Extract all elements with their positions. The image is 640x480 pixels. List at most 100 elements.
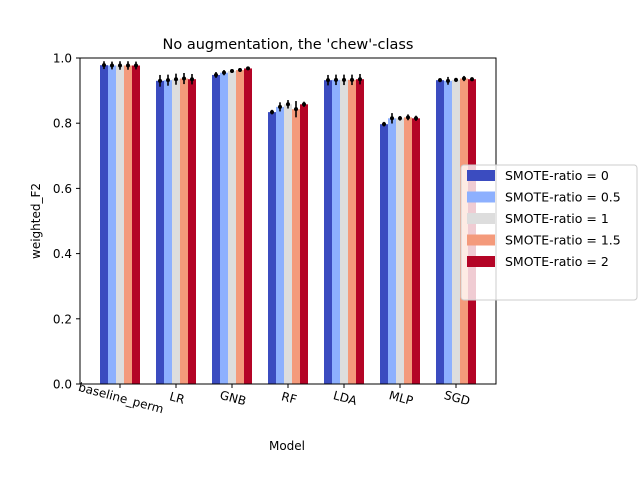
bar-SGD-series-2: [452, 79, 460, 384]
bar-RF-series-1: [276, 106, 284, 385]
bar-RF-series-0: [268, 112, 276, 384]
error-bar-marker-baseline_perm-series-4: [134, 63, 138, 68]
bar-LR-series-1: [164, 80, 172, 384]
x-axis-label: Model: [269, 439, 305, 453]
legend-swatch-series-2: [467, 213, 495, 224]
bar-LDA-series-2: [340, 79, 348, 384]
y-tick-label: 0.8: [53, 117, 72, 131]
error-bar-marker-MLP-series-1: [390, 116, 394, 121]
y-tick-label: 0.2: [53, 312, 72, 326]
error-bar-marker-MLP-series-2: [398, 116, 402, 121]
error-bars-layer: [102, 61, 474, 127]
bar-MLP-series-0: [380, 124, 388, 384]
bar-MLP-series-1: [388, 118, 396, 384]
bar-MLP-series-4: [412, 118, 420, 384]
legend-swatch-series-1: [467, 191, 495, 203]
error-bar-marker-baseline_perm-series-2: [118, 63, 122, 68]
error-bar-marker-MLP-series-0: [382, 122, 386, 127]
error-bar-marker-LDA-series-2: [342, 77, 346, 82]
legend-label-series-2: SMOTE-ratio = 1: [505, 211, 609, 226]
error-bar-marker-baseline_perm-series-1: [110, 63, 114, 68]
bar-RF-series-2: [284, 104, 292, 385]
y-axis-label: weighted_F2: [29, 183, 43, 259]
legend-swatch-series-4: [467, 256, 495, 267]
error-bar-marker-RF-series-0: [270, 110, 274, 115]
bar-LDA-series-4: [356, 79, 364, 384]
legend-label-series-3: SMOTE-ratio = 1.5: [505, 233, 621, 248]
bar-LDA-series-3: [348, 79, 356, 384]
error-bar-marker-MLP-series-4: [414, 116, 418, 121]
bar-GNB-series-2: [228, 71, 236, 384]
x-tick-label: LR: [168, 389, 186, 406]
error-bar-marker-RF-series-1: [278, 104, 282, 109]
bar-RF-series-3: [292, 109, 300, 384]
bar-baseline_perm-series-2: [116, 65, 124, 385]
x-tick-label: baseline_perm: [77, 380, 165, 416]
legend-label-series-4: SMOTE-ratio = 2: [505, 254, 609, 269]
bar-MLP-series-3: [404, 117, 412, 384]
bar-LDA-series-1: [332, 79, 340, 384]
bar-LR-series-2: [172, 79, 180, 384]
legend-label-series-1: SMOTE-ratio = 0.5: [505, 190, 621, 205]
chart-title: No augmentation, the 'chew'-class: [163, 37, 414, 53]
legend-swatch-series-0: [467, 170, 495, 181]
bar-SGD-series-1: [444, 80, 452, 384]
error-bar-marker-LR-series-2: [174, 77, 178, 82]
bar-GNB-series-3: [236, 70, 244, 384]
error-bar-marker-GNB-series-2: [230, 69, 234, 74]
x-tick-label: SGD: [443, 388, 472, 408]
error-bar-marker-MLP-series-3: [406, 115, 410, 120]
y-tick-label: 0.4: [53, 247, 72, 261]
legend-label-series-0: SMOTE-ratio = 0: [505, 168, 609, 183]
x-tick-label: RF: [280, 389, 298, 406]
error-bar-marker-GNB-series-1: [222, 70, 226, 75]
error-bar-marker-RF-series-3: [294, 107, 298, 112]
error-bar-marker-SGD-series-3: [462, 76, 466, 81]
error-bar-marker-RF-series-2: [286, 102, 290, 107]
bar-LR-series-4: [188, 79, 196, 384]
error-bar-marker-GNB-series-0: [214, 72, 218, 77]
error-bar-marker-LR-series-4: [190, 77, 194, 82]
bar-LR-series-3: [180, 78, 188, 385]
bar-LR-series-0: [156, 80, 164, 384]
y-tick-label: 0.6: [53, 182, 72, 196]
legend-box: [460, 164, 638, 301]
error-bar-marker-SGD-series-4: [470, 77, 474, 82]
bar-SGD-series-0: [436, 80, 444, 384]
error-bar-marker-RF-series-4: [302, 102, 306, 107]
error-bar-marker-LR-series-1: [166, 78, 170, 83]
bar-MLP-series-2: [396, 118, 404, 384]
error-bar-marker-GNB-series-3: [238, 68, 242, 73]
error-bar-marker-LR-series-0: [158, 78, 162, 83]
bar-RF-series-4: [300, 104, 308, 385]
error-bar-marker-baseline_perm-series-0: [102, 63, 106, 68]
x-tick-label: GNB: [218, 388, 247, 408]
legend-items: SMOTE-ratio = 0 SMOTE-ratio = 0.5 SMOTE-ra…: [467, 168, 621, 269]
error-bar-marker-LR-series-3: [182, 76, 186, 81]
legend-swatch-series-3: [467, 234, 495, 246]
y-tick-label: 1.0: [53, 52, 72, 66]
bars-layer: [100, 65, 476, 385]
y-axis-ticks: 0.0 0.2 0.4 0.6 0.8 1.0: [53, 52, 80, 392]
x-tick-label: MLP: [387, 388, 414, 408]
x-tick-label: LDA: [332, 388, 359, 408]
error-bar-marker-LDA-series-4: [358, 77, 362, 82]
x-axis-ticks: baseline_perm LR GNB RF LDA MLP SGD: [77, 380, 472, 416]
error-bar-marker-LDA-series-3: [350, 77, 354, 82]
error-bar-marker-SGD-series-0: [438, 78, 442, 83]
error-bar-marker-baseline_perm-series-3: [126, 63, 130, 68]
y-tick-label: 0.0: [53, 378, 72, 392]
bar-GNB-series-4: [244, 68, 252, 384]
bar-GNB-series-1: [220, 72, 228, 385]
bar-baseline_perm-series-1: [108, 65, 116, 385]
error-bar-marker-LDA-series-0: [326, 78, 330, 83]
bar-baseline_perm-series-4: [132, 65, 140, 385]
legend: SMOTE-ratio = 0 SMOTE-ratio = 0.5 SMOTE-ra…: [460, 164, 638, 301]
error-bar-marker-SGD-series-1: [446, 78, 450, 83]
bar-LDA-series-0: [324, 80, 332, 384]
error-bar-marker-LDA-series-1: [334, 77, 338, 82]
error-bar-marker-GNB-series-4: [246, 66, 250, 71]
error-bar-marker-SGD-series-2: [454, 77, 458, 82]
bar-baseline_perm-series-3: [124, 65, 132, 385]
